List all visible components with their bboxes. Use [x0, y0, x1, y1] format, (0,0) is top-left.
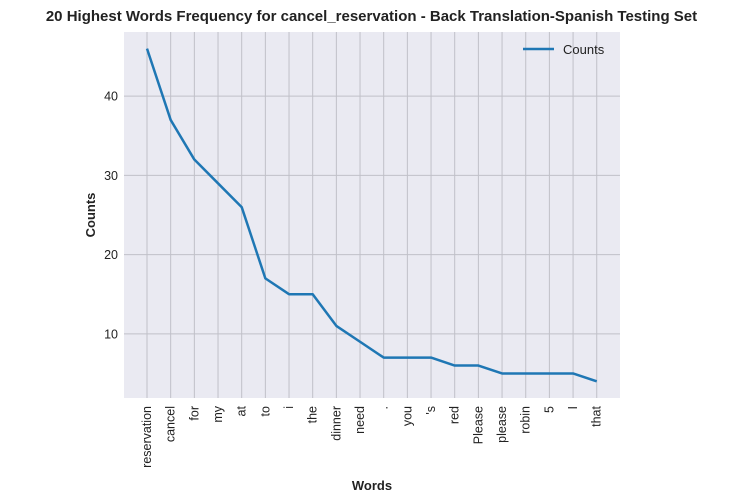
x-tick-label: please: [495, 406, 509, 443]
x-tick-label: robin: [519, 406, 533, 434]
x-tick-label: you: [400, 406, 414, 426]
x-tick-label: 's: [424, 406, 438, 415]
x-tick-labels: reservation cancel for my at to i the dinner need…: [140, 405, 604, 468]
y-tick-label: 10: [104, 327, 118, 341]
x-tick-label: dinner: [329, 406, 343, 441]
x-tick-label: i: [282, 406, 296, 409]
x-tick-label: for: [187, 406, 201, 421]
x-tick-label: cancel: [164, 406, 178, 442]
y-tick-label: 40: [104, 90, 118, 104]
series-layer: [145, 48, 598, 383]
x-tick-label: .: [377, 406, 391, 409]
y-tick-label: 20: [104, 248, 118, 262]
x-tick-label: 5: [542, 406, 556, 413]
x-tick-label: Please: [471, 406, 485, 444]
y-tick-labels: 10 20 30 40: [104, 90, 118, 342]
legend-label: Counts: [563, 42, 605, 57]
grid: [124, 32, 620, 398]
chart-title: 20 Highest Words Frequency for cancel_re…: [45, 8, 698, 25]
x-tick-label: that: [590, 405, 604, 426]
x-tick-label: at: [235, 405, 249, 416]
series-line: [145, 48, 598, 383]
x-tick-label: the: [306, 406, 320, 423]
x-tick-label: red: [448, 406, 462, 424]
y-tick-label: 30: [104, 169, 118, 183]
x-tick-label: reservation: [140, 406, 154, 468]
x-axis-title: Words: [352, 478, 392, 493]
x-tick-label: need: [353, 406, 367, 434]
x-tick-label: my: [211, 405, 225, 422]
x-tick-label: to: [258, 406, 272, 416]
y-axis-title: Counts: [83, 193, 98, 238]
legend: Counts: [523, 42, 605, 57]
x-tick-label: I: [566, 406, 580, 409]
plot-area: [124, 32, 620, 398]
